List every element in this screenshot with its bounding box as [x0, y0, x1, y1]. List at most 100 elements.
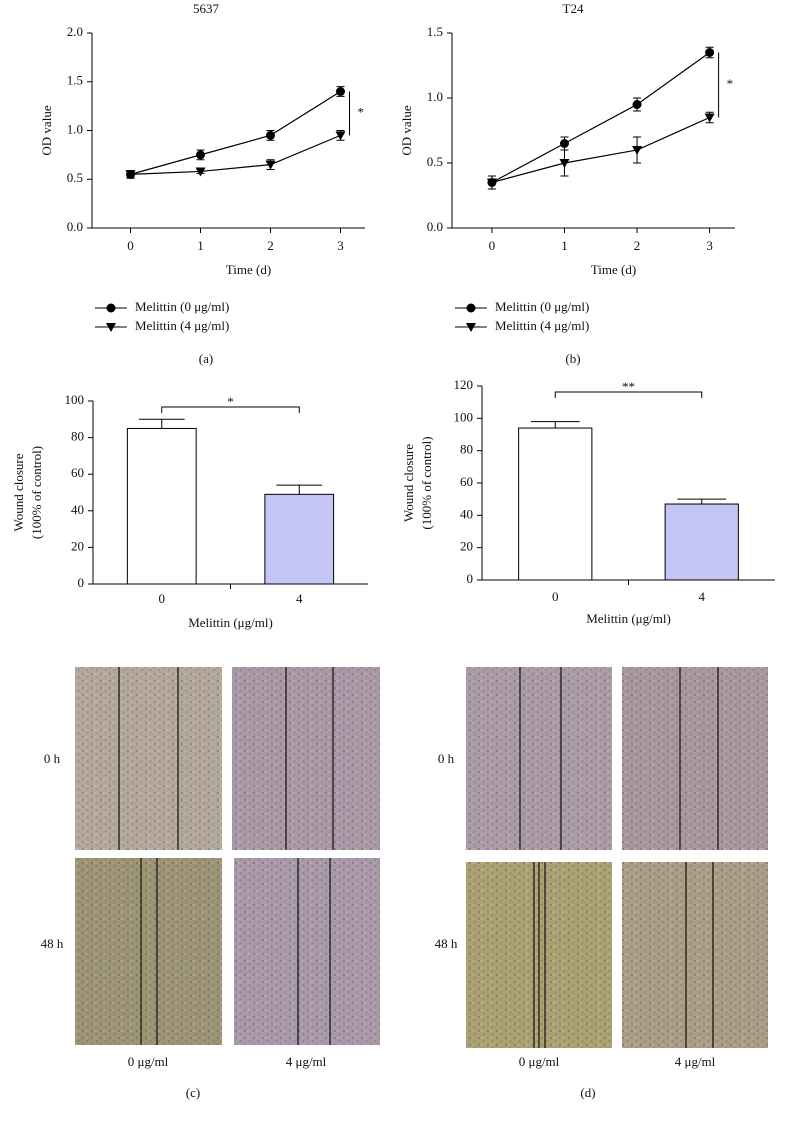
data-point: [632, 146, 643, 155]
significance-label: *: [358, 104, 365, 119]
chart-title: 5637: [193, 1, 220, 16]
data-point: [265, 160, 276, 170]
y-tick-label: 120: [454, 377, 474, 392]
column-label: 0 μg/ml: [519, 1054, 560, 1069]
y-axis-label: (100% of control): [419, 436, 434, 529]
panel-label: (b): [565, 351, 580, 366]
cell-texture: [622, 667, 768, 850]
series-line: [491, 116, 710, 184]
cell-texture: [622, 862, 768, 1048]
legend-label: Melittin (4 μg/ml): [495, 318, 589, 333]
data-point: [705, 48, 715, 57]
data-point: [335, 131, 346, 141]
y-tick-label: 0.0: [67, 219, 83, 234]
cell-texture: [75, 667, 222, 850]
data-point: [125, 170, 136, 180]
panel-label: (d): [580, 1085, 595, 1100]
series-line: [130, 90, 341, 175]
significance-bracket: [161, 406, 300, 413]
row-label: 48 h: [41, 936, 64, 951]
x-axis-label: Melittin (μg/ml): [586, 611, 671, 626]
error-bar: [677, 498, 727, 505]
data-point: [559, 139, 569, 148]
y-tick-label: 1.5: [67, 73, 83, 88]
column-label: 4 μg/ml: [286, 1054, 327, 1069]
legend-label: Melittin (0 μg/ml): [495, 299, 589, 314]
y-axis-label: OD value: [399, 105, 414, 155]
column-label: 0 μg/ml: [128, 1054, 169, 1069]
error-bar: [530, 421, 580, 429]
data-point: [704, 113, 715, 123]
x-tick-label: 1: [197, 238, 204, 253]
significance-label: *: [727, 76, 734, 91]
data-point: [195, 167, 206, 177]
cell-texture: [234, 858, 380, 1045]
series-line: [491, 52, 710, 184]
y-tick-label: 20: [71, 538, 84, 553]
series-line: [130, 134, 341, 175]
y-tick-label: 0.5: [67, 170, 83, 185]
x-tick-label: 4: [699, 589, 706, 604]
y-tick-label: 2.0: [67, 24, 83, 39]
micrographs: [75, 667, 768, 1048]
y-axis-label: OD value: [39, 105, 54, 155]
column-label: 4 μg/ml: [675, 1054, 716, 1069]
panel-label: (a): [199, 351, 213, 366]
y-tick-label: 100: [65, 392, 85, 407]
legend-marker: [106, 323, 116, 332]
y-tick-label: 60: [460, 474, 473, 489]
legend-marker: [466, 303, 476, 313]
legend-label: Melittin (0 μg/ml): [135, 299, 229, 314]
legend-marker: [466, 323, 476, 332]
y-tick-label: 1.0: [67, 121, 83, 136]
x-axis-label: Melittin (μg/ml): [188, 615, 273, 630]
legend-marker: [106, 303, 116, 313]
y-axis-label: (100% of control): [29, 446, 44, 539]
y-tick-label: 40: [460, 506, 473, 521]
data-point: [486, 178, 497, 188]
cell-texture: [232, 667, 380, 850]
y-tick-label: 0: [78, 575, 85, 590]
y-axis-label: Wound closure: [401, 444, 416, 522]
bar: [264, 493, 335, 585]
y-tick-label: 0: [467, 571, 474, 586]
data-point: [336, 87, 345, 96]
significance-label: **: [622, 379, 635, 394]
bar: [518, 427, 593, 581]
x-axis-label: Time (d): [226, 262, 271, 277]
y-tick-label: 0.0: [427, 219, 443, 234]
y-tick-label: 1.0: [427, 89, 443, 104]
row-label: 0 h: [44, 751, 61, 766]
x-tick-label: 1: [561, 238, 568, 253]
bar: [664, 503, 739, 581]
row-label: 48 h: [435, 936, 458, 951]
data-point: [196, 150, 205, 160]
y-tick-label: 0.5: [427, 154, 443, 169]
x-tick-label: 4: [296, 591, 303, 606]
significance-bracket: [554, 391, 703, 398]
y-tick-label: 1.5: [427, 24, 443, 39]
x-tick-label: 0: [489, 238, 496, 253]
data-point: [632, 100, 642, 109]
y-tick-label: 20: [460, 539, 473, 554]
cell-texture: [466, 667, 612, 850]
x-tick-label: 0: [159, 591, 166, 606]
error-bar: [276, 484, 323, 495]
error-bar: [138, 418, 185, 429]
cell-texture: [75, 858, 222, 1045]
y-axis-label: Wound closure: [11, 453, 26, 531]
y-tick-label: 80: [71, 429, 84, 444]
chart-title: T24: [563, 1, 584, 16]
panel-label: (c): [186, 1085, 200, 1100]
x-tick-label: 0: [552, 589, 559, 604]
y-tick-label: 40: [71, 502, 84, 517]
y-tick-label: 60: [71, 465, 84, 480]
y-tick-label: 80: [460, 442, 473, 457]
x-tick-label: 0: [127, 238, 134, 253]
x-axis-label: Time (d): [591, 262, 636, 277]
legend-label: Melittin (4 μg/ml): [135, 318, 229, 333]
row-label: 0 h: [438, 751, 455, 766]
x-tick-label: 3: [706, 238, 713, 253]
